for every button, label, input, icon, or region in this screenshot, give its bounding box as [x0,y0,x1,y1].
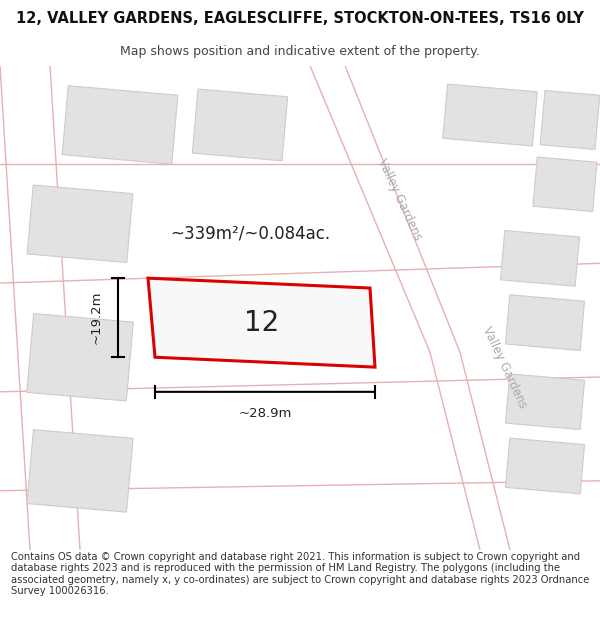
Polygon shape [505,438,584,494]
Polygon shape [62,86,178,164]
Text: ~339m²/~0.084ac.: ~339m²/~0.084ac. [170,224,330,243]
Text: Contains OS data © Crown copyright and database right 2021. This information is : Contains OS data © Crown copyright and d… [11,551,589,596]
Text: ~19.2m: ~19.2m [89,291,103,344]
Text: Valley Gardens: Valley Gardens [481,324,530,410]
Polygon shape [505,295,584,351]
Polygon shape [27,314,133,401]
Polygon shape [443,84,537,146]
Polygon shape [27,185,133,262]
Polygon shape [148,278,375,367]
Polygon shape [505,374,584,429]
Text: 12, VALLEY GARDENS, EAGLESCLIFFE, STOCKTON-ON-TEES, TS16 0LY: 12, VALLEY GARDENS, EAGLESCLIFFE, STOCKT… [16,11,584,26]
Text: Valley Gardens: Valley Gardens [376,156,425,242]
Polygon shape [500,231,580,286]
Text: 12: 12 [244,309,280,337]
Polygon shape [27,429,133,512]
Polygon shape [533,157,597,211]
Polygon shape [193,89,287,161]
Polygon shape [540,91,600,149]
Text: ~28.9m: ~28.9m [238,407,292,420]
Text: Map shows position and indicative extent of the property.: Map shows position and indicative extent… [120,45,480,58]
